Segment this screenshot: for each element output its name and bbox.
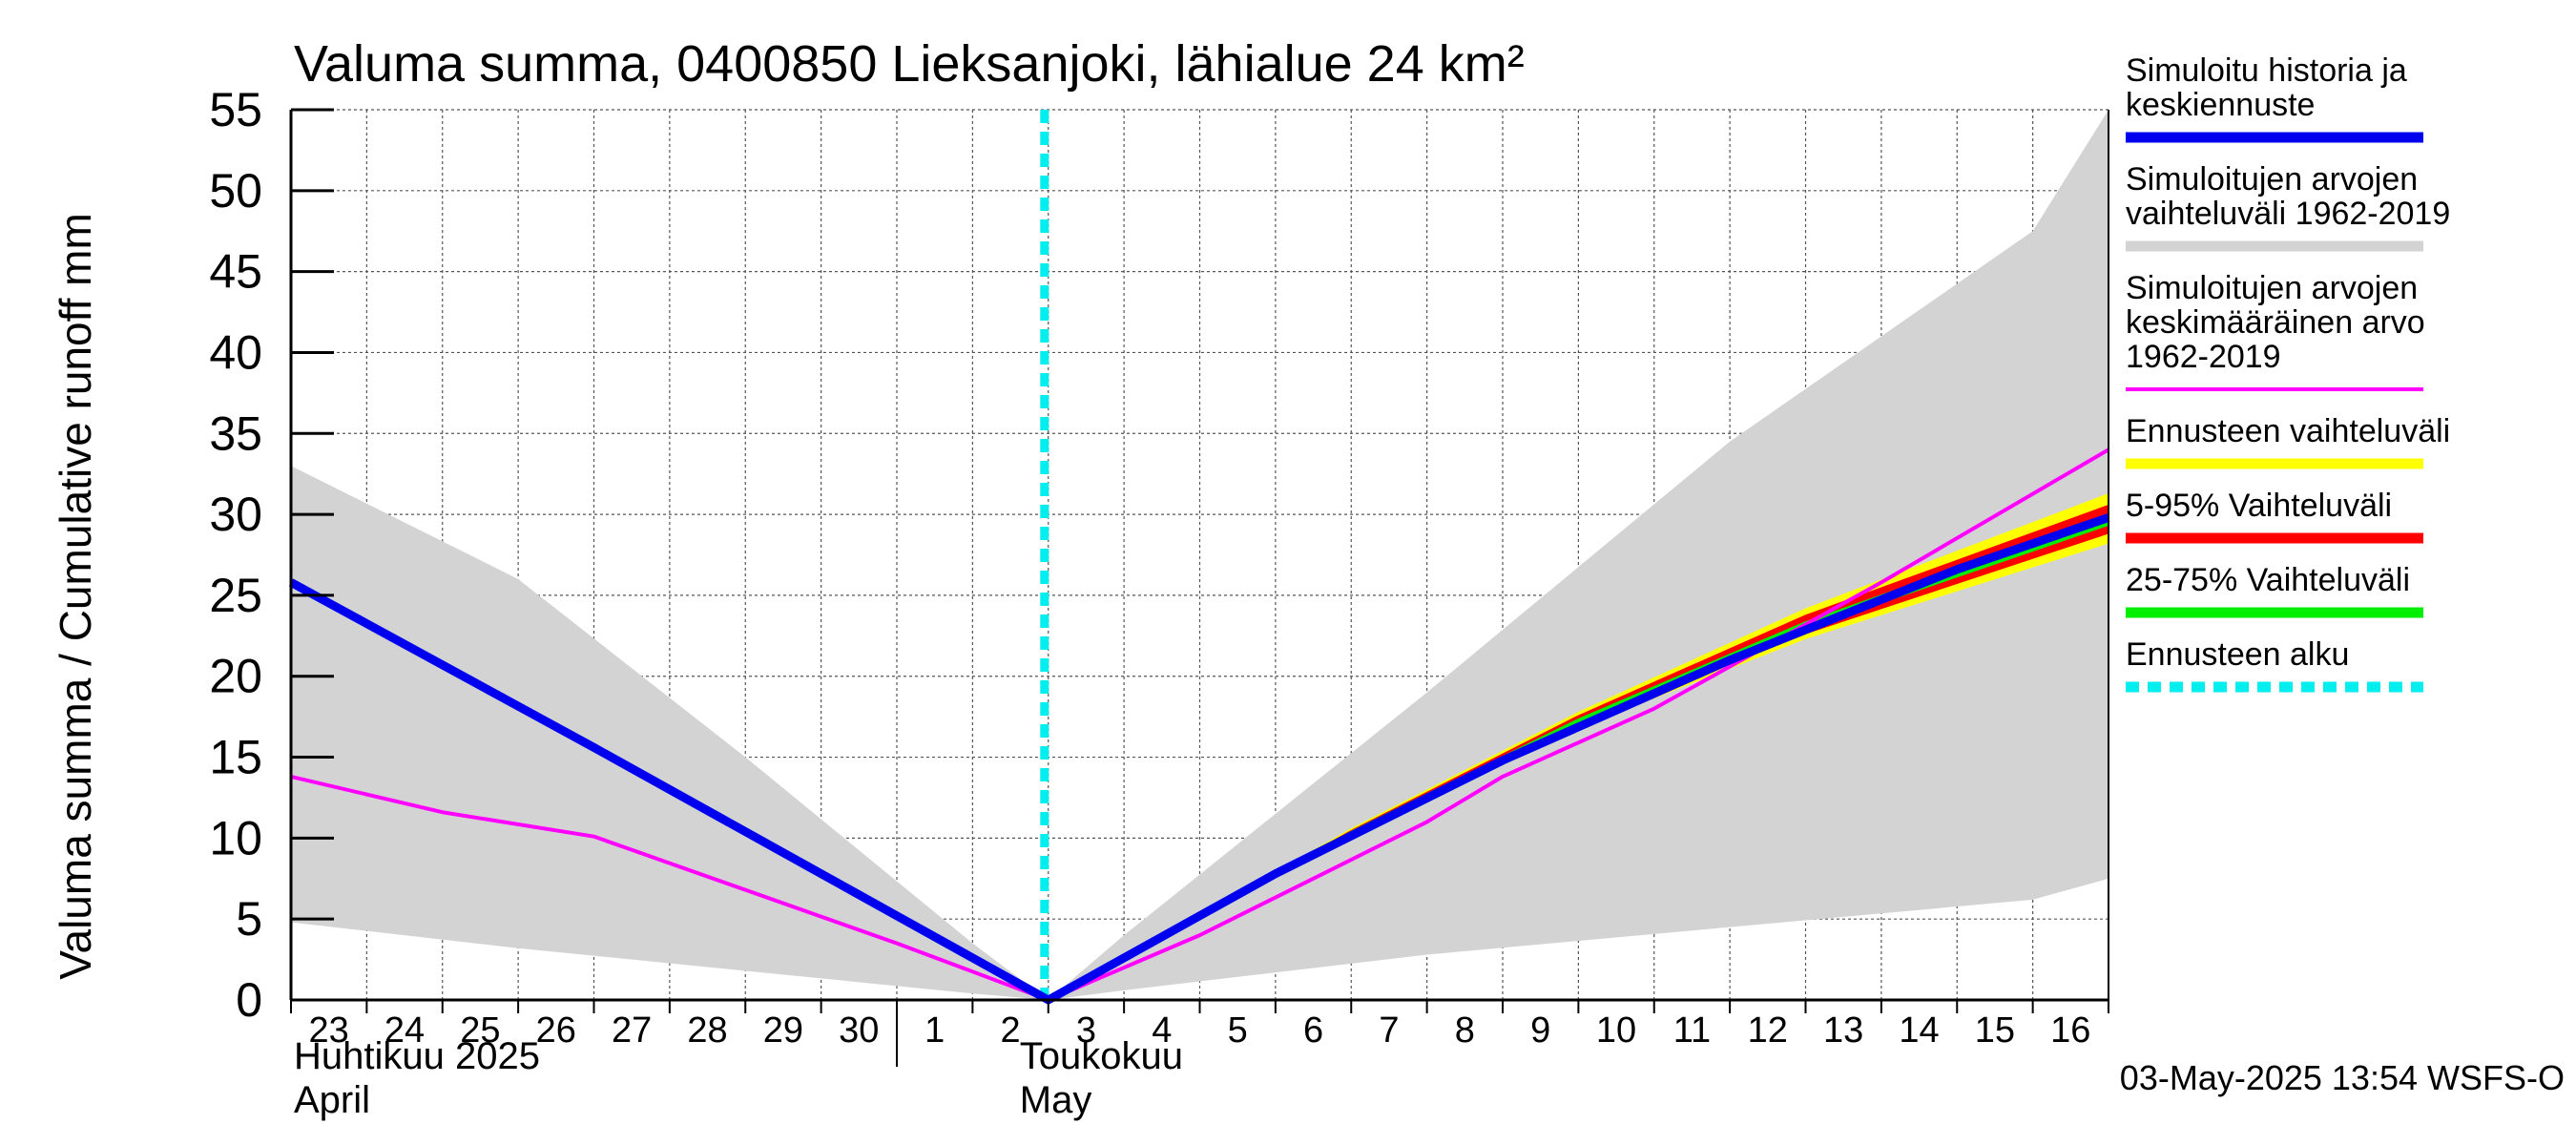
y-tick-label: 10 xyxy=(209,811,262,864)
y-tick-label: 45 xyxy=(209,245,262,299)
x-tick-label: 3 xyxy=(1076,1010,1096,1051)
x-tick-label: 7 xyxy=(1379,1010,1399,1051)
x-tick-label: 25 xyxy=(460,1010,500,1051)
y-tick-label: 20 xyxy=(209,650,262,703)
legend-label: keskimääräinen arvo xyxy=(2126,304,2425,341)
legend-label: Simuloitujen arvojen xyxy=(2126,161,2418,198)
footer-timestamp: 03-May-2025 13:54 WSFS-O xyxy=(2120,1058,2565,1097)
x-tick-label: 15 xyxy=(1975,1010,2015,1051)
x-tick-label: 2 xyxy=(1000,1010,1020,1051)
x-tick-label: 14 xyxy=(1899,1010,1939,1051)
x-tick-label: 13 xyxy=(1823,1010,1863,1051)
legend-label: vaihteluväli 1962-2019 xyxy=(2126,196,2450,232)
y-tick-label: 40 xyxy=(209,325,262,379)
series-line-history xyxy=(288,513,2110,1005)
y-tick-label: 30 xyxy=(209,488,262,541)
month-label-fi: Toukokuu xyxy=(1020,1035,1183,1077)
y-tick-label: 5 xyxy=(236,892,262,946)
y-tick-label: 15 xyxy=(209,731,262,784)
series-line-mean xyxy=(290,448,2110,1002)
y-tick-label: 50 xyxy=(209,164,262,218)
x-tick-label: 11 xyxy=(1673,1010,1711,1051)
x-tick-label: 6 xyxy=(1303,1010,1323,1051)
y-tick-label: 25 xyxy=(209,569,262,622)
legend-label: Ennusteen vaihteluväli xyxy=(2126,413,2450,449)
x-tick-label: 24 xyxy=(384,1010,425,1051)
legend-label: 1962-2019 xyxy=(2126,339,2281,375)
legend-label: 25-75% Vaihteluväli xyxy=(2126,562,2410,598)
x-tick-label: 26 xyxy=(536,1010,576,1051)
legend-label: Ennusteen alku xyxy=(2126,636,2349,673)
x-tick-label: 23 xyxy=(309,1010,349,1051)
legend-label: keskiennuste xyxy=(2126,87,2315,123)
x-tick-label: 1 xyxy=(924,1010,945,1051)
x-tick-label: 28 xyxy=(687,1010,727,1051)
x-tick-label: 9 xyxy=(1530,1010,1550,1051)
x-tick-label: 4 xyxy=(1152,1010,1172,1051)
legend-label: Simuloitujen arvojen xyxy=(2126,270,2418,306)
legend-label: Simuloitu historia ja xyxy=(2126,52,2407,89)
y-tick-label: 35 xyxy=(209,406,262,460)
x-tick-label: 8 xyxy=(1455,1010,1475,1051)
x-tick-label: 16 xyxy=(2050,1010,2090,1051)
chart-title: Valuma summa, 0400850 Lieksanjoki, lähia… xyxy=(294,35,1525,93)
legend-label: 5-95% Vaihteluväli xyxy=(2126,488,2392,524)
month-label-en: May xyxy=(1020,1079,1092,1121)
month-label-fi: Huhtikuu 2025 xyxy=(294,1035,540,1077)
x-tick-label: 30 xyxy=(839,1010,879,1051)
month-label-en: April xyxy=(294,1079,370,1121)
x-tick-label: 27 xyxy=(612,1010,652,1051)
y-axis-label: Valuma summa / Cumulative runoff mm xyxy=(51,213,100,980)
series-band xyxy=(291,110,2109,1000)
x-tick-label: 5 xyxy=(1228,1010,1248,1051)
x-tick-label: 29 xyxy=(763,1010,803,1051)
x-tick-label: 12 xyxy=(1748,1010,1788,1051)
y-tick-label: 55 xyxy=(209,83,262,136)
x-tick-label: 10 xyxy=(1596,1010,1636,1051)
y-tick-label: 0 xyxy=(236,973,262,1027)
